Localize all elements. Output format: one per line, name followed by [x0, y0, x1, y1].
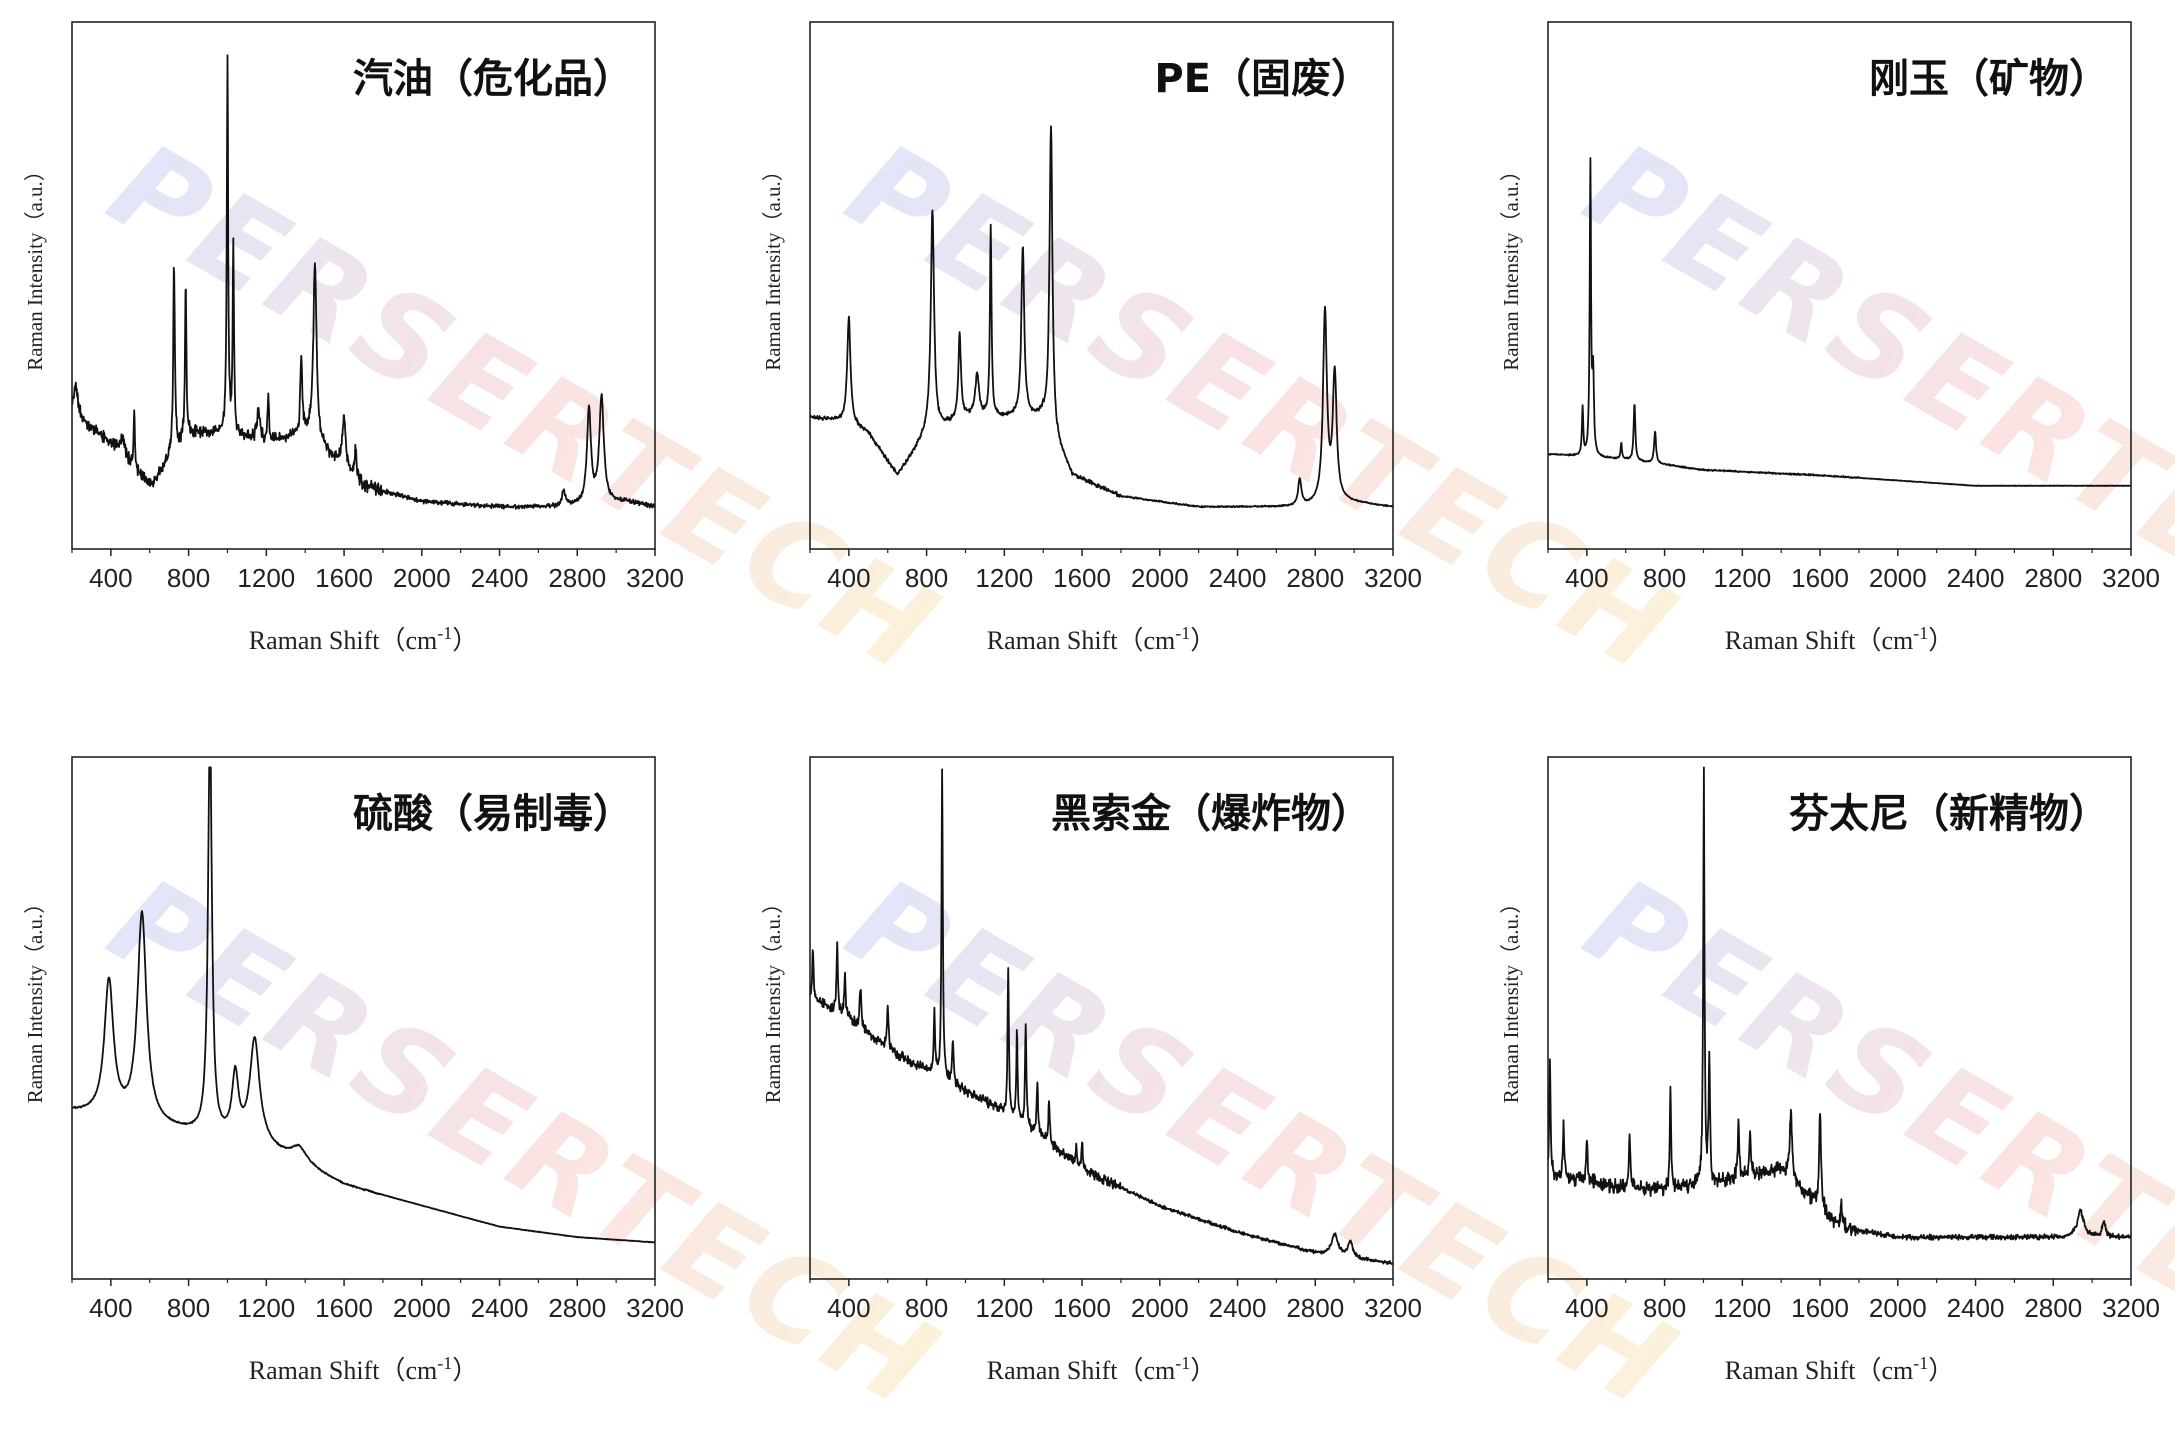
- y-axis-title: Raman Intensity（a.u.）: [1499, 893, 1523, 1104]
- spectrum-line: [1547, 157, 2132, 487]
- x-axis-title: Raman Shift（cm-1）: [987, 623, 1217, 655]
- x-tick-label: 400: [1565, 563, 1608, 593]
- x-tick-label: 2400: [1947, 563, 2005, 593]
- x-tick-label: 400: [1565, 1293, 1608, 1323]
- plot-frame: [1547, 756, 2132, 1280]
- x-tick-label: 800: [167, 1293, 210, 1323]
- x-tick-label: 1600: [1053, 1293, 1111, 1323]
- spectrum-line: [809, 768, 1394, 1265]
- panel-title: PE（固废）: [1154, 56, 1371, 102]
- x-tick-label: 800: [167, 563, 210, 593]
- y-axis-title: Raman Intensity（a.u.）: [761, 893, 785, 1104]
- x-tick-label: 1600: [315, 563, 373, 593]
- panel-title: 黑索金（爆炸物）: [1051, 791, 1371, 837]
- x-tick-label: 2000: [1869, 563, 1927, 593]
- panel-title: 汽油（危化品）: [353, 56, 633, 102]
- x-tick-label: 1600: [1053, 563, 1111, 593]
- x-tick-label: 2400: [471, 563, 529, 593]
- x-tick-label: 400: [89, 563, 132, 593]
- x-tick-label: 800: [1643, 1293, 1686, 1323]
- spectrum-line: [809, 125, 1394, 509]
- x-axis-title: Raman Shift（cm-1）: [249, 1353, 479, 1385]
- x-tick-label: 1600: [1791, 1293, 1849, 1323]
- x-tick-label: 1200: [975, 1293, 1033, 1323]
- x-axis-title: Raman Shift（cm-1）: [249, 623, 479, 655]
- plot-frame: [71, 756, 656, 1280]
- x-tick-label: 400: [827, 563, 870, 593]
- y-axis-title: Raman Intensity（a.u.）: [23, 160, 47, 371]
- x-tick-label: 3200: [1364, 1293, 1422, 1323]
- x-tick-label: 2000: [1131, 1293, 1189, 1323]
- x-tick-label: 2800: [2024, 563, 2082, 593]
- x-tick-label: 2400: [1209, 1293, 1267, 1323]
- x-tick-label: 2000: [1869, 1293, 1927, 1323]
- x-tick-label: 2000: [393, 563, 451, 593]
- x-tick-label: 1200: [975, 563, 1033, 593]
- plot-frame: [809, 756, 1394, 1280]
- panel-title: 硫酸（易制毒）: [353, 791, 633, 837]
- x-axis-title: Raman Shift（cm-1）: [1725, 1353, 1955, 1385]
- plot-frame: [71, 21, 656, 550]
- x-axis-title: Raman Shift（cm-1）: [1725, 623, 1955, 655]
- x-tick-label: 1200: [237, 563, 295, 593]
- spectrum-line: [71, 766, 656, 1244]
- panel-title: 刚玉（矿物）: [1869, 56, 2109, 102]
- x-tick-label: 2800: [1286, 1293, 1344, 1323]
- plot-frame: [809, 21, 1394, 550]
- x-tick-label: 2400: [471, 1293, 529, 1323]
- x-tick-label: 3200: [626, 563, 684, 593]
- x-tick-label: 2800: [548, 563, 606, 593]
- x-tick-label: 2400: [1947, 1293, 2005, 1323]
- x-tick-label: 3200: [2102, 1293, 2160, 1323]
- spectrum-line: [71, 54, 656, 510]
- x-tick-label: 800: [1643, 563, 1686, 593]
- x-tick-label: 3200: [626, 1293, 684, 1323]
- x-tick-label: 3200: [1364, 563, 1422, 593]
- y-axis-title: Raman Intensity（a.u.）: [761, 160, 785, 371]
- x-axis-title: Raman Shift（cm-1）: [987, 1353, 1217, 1385]
- x-tick-label: 2400: [1209, 563, 1267, 593]
- x-tick-label: 1600: [315, 1293, 373, 1323]
- x-tick-label: 2000: [1131, 563, 1189, 593]
- x-tick-label: 400: [89, 1293, 132, 1323]
- plot-frame: [1547, 21, 2132, 550]
- x-tick-label: 400: [827, 1293, 870, 1323]
- x-tick-label: 2800: [1286, 563, 1344, 593]
- spectrum-line: [1547, 766, 2132, 1241]
- y-axis-title: Raman Intensity（a.u.）: [1499, 160, 1523, 371]
- x-tick-label: 2000: [393, 1293, 451, 1323]
- panel-title: 芬太尼（新精物）: [1789, 791, 2109, 837]
- x-tick-label: 2800: [548, 1293, 606, 1323]
- x-tick-label: 800: [905, 563, 948, 593]
- x-tick-label: 800: [905, 1293, 948, 1323]
- x-tick-label: 1200: [1713, 1293, 1771, 1323]
- x-tick-label: 1200: [237, 1293, 295, 1323]
- x-tick-label: 1600: [1791, 563, 1849, 593]
- x-tick-label: 3200: [2102, 563, 2160, 593]
- x-tick-label: 1200: [1713, 563, 1771, 593]
- x-tick-label: 2800: [2024, 1293, 2082, 1323]
- y-axis-title: Raman Intensity（a.u.）: [23, 893, 47, 1104]
